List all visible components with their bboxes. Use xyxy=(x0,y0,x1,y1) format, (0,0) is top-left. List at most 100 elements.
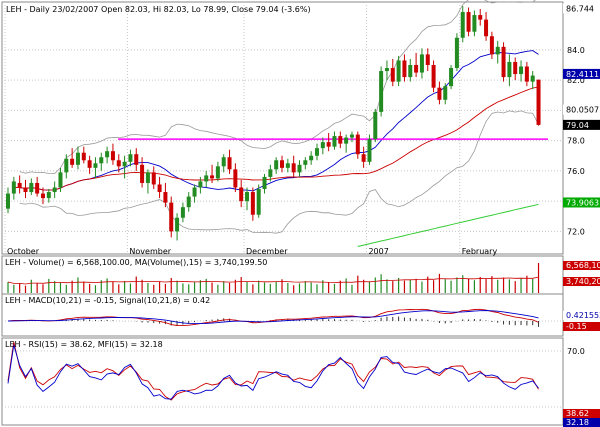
candle xyxy=(93,163,98,168)
candle xyxy=(519,66,524,75)
candle xyxy=(70,158,75,165)
rsi-tick-70: 70.0 xyxy=(567,347,585,356)
upper-band xyxy=(19,0,536,175)
rsi-lines xyxy=(7,341,539,401)
candle xyxy=(128,154,133,162)
candle xyxy=(338,136,343,144)
candle xyxy=(309,155,314,161)
candle xyxy=(274,160,279,170)
candle xyxy=(245,192,250,202)
price-tag: 79.04 xyxy=(566,121,589,130)
candle xyxy=(524,66,529,82)
volume-ma-line xyxy=(7,276,539,285)
candle xyxy=(414,64,419,73)
candle xyxy=(151,172,156,185)
price-tick: 72.0 xyxy=(567,227,585,236)
candle xyxy=(221,157,226,167)
x-label: 2007 xyxy=(368,247,388,256)
candle xyxy=(332,136,337,147)
candle xyxy=(64,158,69,173)
candle xyxy=(192,187,197,197)
mfi-tag: 32.18 xyxy=(566,418,589,427)
x-axis-labels: October November December 2007 February xyxy=(7,247,497,256)
candle xyxy=(29,182,34,193)
candle xyxy=(285,163,290,168)
mfi-tag-bg xyxy=(563,418,600,427)
volume-bars xyxy=(7,263,540,293)
candle xyxy=(262,176,267,190)
candle xyxy=(408,64,413,78)
candle xyxy=(396,60,401,82)
candle xyxy=(495,46,500,55)
candle xyxy=(105,151,110,158)
price-tick: 76.0 xyxy=(567,167,585,176)
candle xyxy=(180,207,185,218)
price-tick: 84.0 xyxy=(567,46,585,55)
candle xyxy=(472,15,477,32)
candle xyxy=(6,193,10,209)
volume-tag: 6,568,100 xyxy=(566,261,600,270)
candle xyxy=(478,15,483,20)
candle xyxy=(280,160,285,168)
candle xyxy=(239,187,244,202)
candle xyxy=(122,161,127,167)
candle xyxy=(186,196,191,208)
rsi-tag-bg xyxy=(563,409,600,418)
price-tag-bg xyxy=(563,197,600,208)
price-tag-bg xyxy=(563,104,600,115)
volume-label: LEH - Volume() = 6,568,100.00, MA(Volume… xyxy=(5,258,267,267)
candle xyxy=(297,164,302,173)
rsi-panel xyxy=(1,337,564,426)
candle xyxy=(379,71,384,112)
candle xyxy=(17,182,22,188)
chart-title: LEH - Daily 23/02/2007 Open 82.03, Hi 82… xyxy=(6,5,311,14)
candle xyxy=(210,175,215,179)
candle xyxy=(320,142,325,149)
macd-signal-tag: 0.421552 xyxy=(566,311,600,320)
candle xyxy=(134,154,139,165)
price-tag: 80.0507 xyxy=(566,106,599,115)
candle xyxy=(303,160,308,165)
rsi-label: LEH - RSI(15) = 38.62, MFI(15) = 32.18 xyxy=(5,340,163,349)
candle xyxy=(390,68,395,82)
candles xyxy=(6,6,541,241)
candle xyxy=(384,68,389,72)
x-label: February xyxy=(462,247,498,256)
candle xyxy=(425,54,430,65)
volume-tag-bg xyxy=(563,261,600,270)
candle xyxy=(361,154,366,162)
candle xyxy=(40,193,45,199)
candle xyxy=(198,181,203,188)
candle xyxy=(419,54,424,73)
candle xyxy=(326,142,331,147)
signal-line xyxy=(7,310,539,325)
price-tag-bg xyxy=(563,119,600,130)
x-label: October xyxy=(7,247,40,256)
macd-label: LEH - MACD(10,21) = -0.15, Signal(10,21,… xyxy=(5,296,210,305)
candle xyxy=(314,148,319,156)
macd-tag: -0.15 xyxy=(566,322,587,331)
macd-signal-tag-bg xyxy=(563,311,600,320)
x-label: November xyxy=(129,247,171,256)
candle xyxy=(81,152,86,161)
candle xyxy=(140,164,145,183)
candle xyxy=(268,169,273,177)
candle xyxy=(157,184,162,193)
candle xyxy=(367,139,372,162)
macd-tag-bg xyxy=(563,322,600,331)
candle xyxy=(99,157,104,164)
candle xyxy=(175,217,180,232)
candle xyxy=(11,181,16,194)
macd-panel xyxy=(1,293,564,337)
candle xyxy=(227,157,232,170)
candle xyxy=(169,202,174,232)
price-tag-bg xyxy=(563,3,600,14)
price-panel xyxy=(1,1,564,255)
x-label: December xyxy=(246,247,288,256)
macd-lines xyxy=(7,308,539,327)
candle xyxy=(536,79,541,125)
candle xyxy=(355,134,360,155)
candle xyxy=(52,187,57,193)
price-tick: 82.0 xyxy=(567,76,585,85)
mfi-line xyxy=(7,344,539,400)
